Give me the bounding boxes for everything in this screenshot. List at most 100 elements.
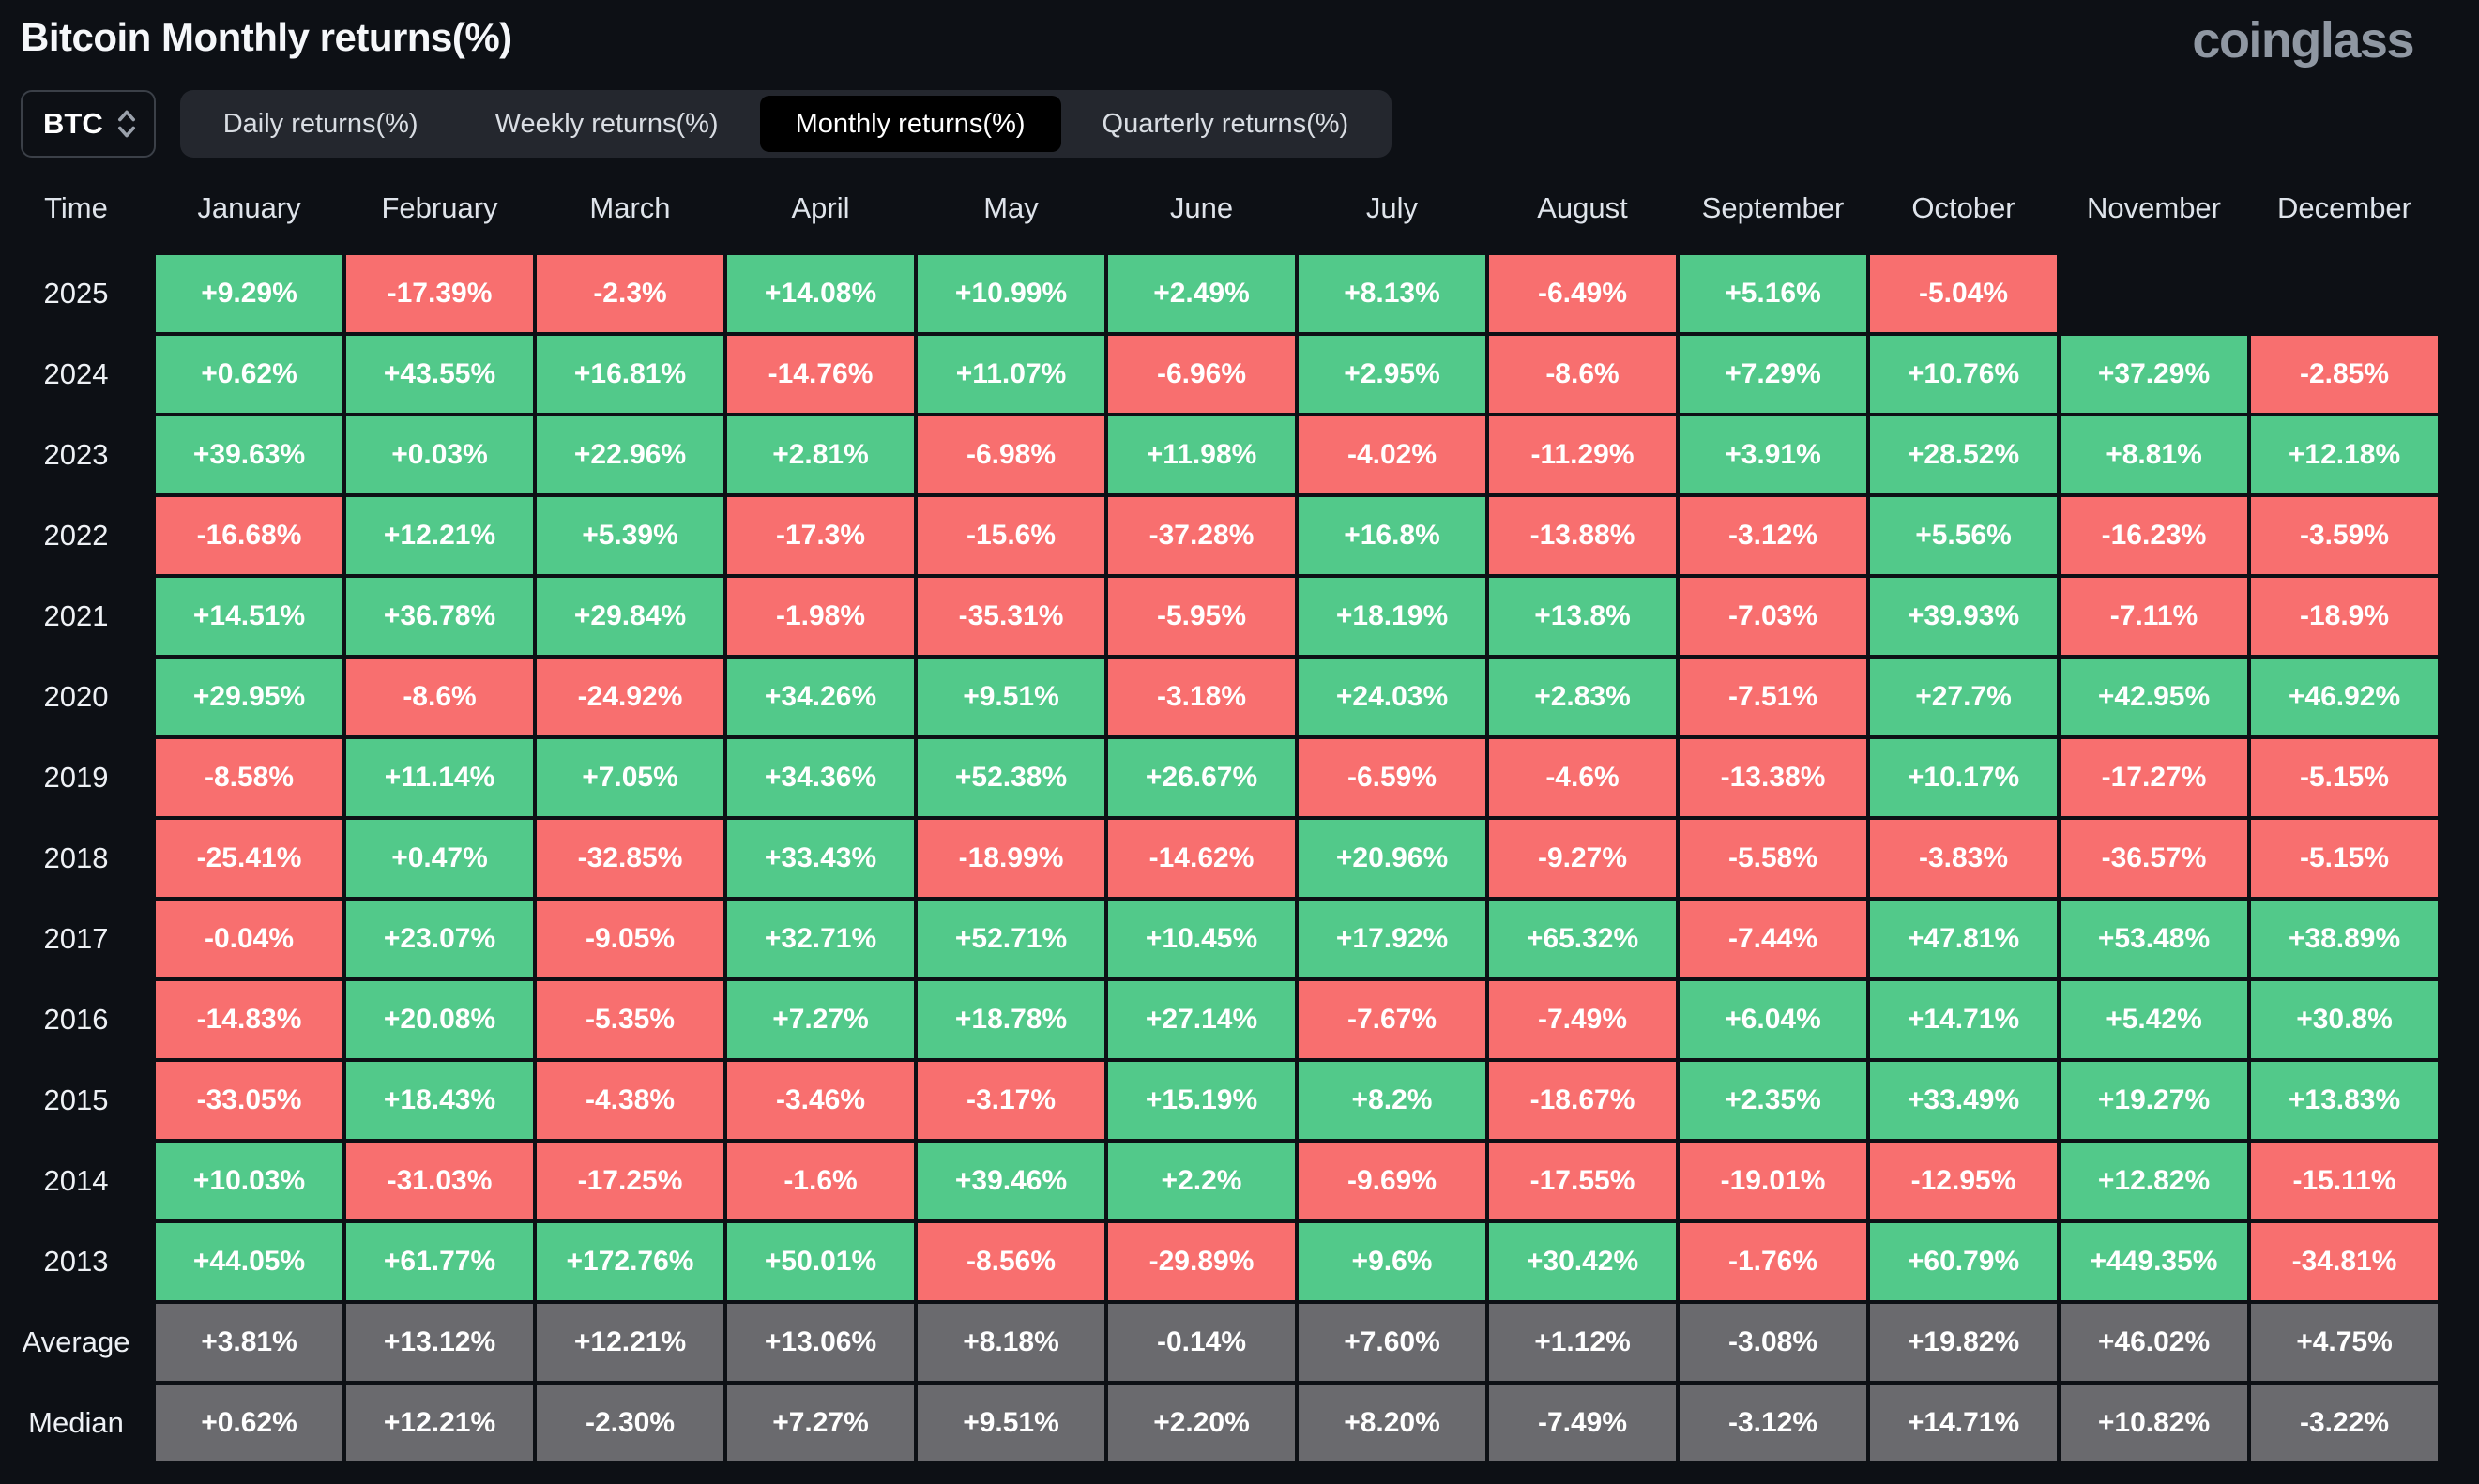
return-cell: -29.89% [1108, 1223, 1295, 1300]
return-cell: +36.78% [346, 578, 533, 655]
return-cell: +24.03% [1299, 659, 1485, 735]
returns-tab-bar: Daily returns(%) Weekly returns(%) Month… [179, 90, 1392, 158]
return-cell: +30.8% [2251, 981, 2438, 1058]
return-cell: +13.83% [2251, 1062, 2438, 1139]
symbol-select[interactable]: BTC [21, 90, 156, 158]
return-cell: -1.6% [727, 1143, 914, 1219]
return-cell: +17.92% [1299, 901, 1485, 977]
return-cell: -24.92% [537, 659, 723, 735]
row-label: 2016 [43, 1003, 109, 1036]
return-cell: +13.06% [727, 1304, 914, 1381]
return-cell: +33.49% [1870, 1062, 2057, 1139]
up-down-chevron-icon [116, 107, 137, 141]
row-label: 2020 [43, 680, 109, 713]
return-cell: +28.52% [1870, 416, 2057, 493]
column-header: October [1911, 191, 2015, 224]
return-cell: +9.29% [156, 255, 342, 332]
return-cell: -5.04% [1870, 255, 2057, 332]
return-cell: +10.82% [2061, 1385, 2247, 1461]
return-cell: -5.58% [1680, 820, 1866, 897]
page-title: Bitcoin Monthly returns(%) [21, 15, 512, 59]
tab-quarterly-returns[interactable]: Quarterly returns(%) [1067, 96, 1385, 152]
return-cell: +2.49% [1108, 255, 1295, 332]
return-cell: +7.05% [537, 739, 723, 816]
return-cell: +16.81% [537, 336, 723, 413]
return-cell: +2.35% [1680, 1062, 1866, 1139]
return-cell: -17.27% [2061, 739, 2247, 816]
return-cell: +0.62% [156, 336, 342, 413]
return-cell: +18.19% [1299, 578, 1485, 655]
column-header: November [2087, 191, 2221, 224]
return-cell: +172.76% [537, 1223, 723, 1300]
return-cell: -2.3% [537, 255, 723, 332]
return-cell: +33.43% [727, 820, 914, 897]
row-label: 2013 [43, 1245, 109, 1278]
return-cell: +15.19% [1108, 1062, 1295, 1139]
return-cell: +16.8% [1299, 497, 1485, 574]
returns-table: Time January February March April May June July… [0, 174, 2479, 1461]
return-cell: -5.35% [537, 981, 723, 1058]
symbol-select-value: BTC [43, 107, 103, 140]
return-cell: +10.99% [918, 255, 1104, 332]
return-cell: +0.03% [346, 416, 533, 493]
return-cell: +8.81% [2061, 416, 2247, 493]
tab-weekly-returns[interactable]: Weekly returns(%) [460, 96, 754, 152]
return-cell: +19.27% [2061, 1062, 2247, 1139]
return-cell: -3.12% [1680, 1385, 1866, 1461]
return-cell: +39.93% [1870, 578, 2057, 655]
return-cell: +1.12% [1489, 1304, 1676, 1381]
return-cell: +12.21% [346, 497, 533, 574]
return-cell: +34.26% [727, 659, 914, 735]
return-cell: +18.78% [918, 981, 1104, 1058]
tab-monthly-returns[interactable]: Monthly returns(%) [759, 96, 1061, 152]
return-cell: -31.03% [346, 1143, 533, 1219]
return-cell: +39.63% [156, 416, 342, 493]
return-cell: +13.8% [1489, 578, 1676, 655]
row-label: 2021 [43, 599, 109, 632]
row-label: 2019 [43, 761, 109, 794]
return-cell: -3.12% [1680, 497, 1866, 574]
return-cell: +20.96% [1299, 820, 1485, 897]
return-cell: -6.98% [918, 416, 1104, 493]
return-cell: +5.42% [2061, 981, 2247, 1058]
tab-daily-returns[interactable]: Daily returns(%) [188, 96, 454, 152]
return-cell: -7.03% [1680, 578, 1866, 655]
return-cell: +9.51% [918, 659, 1104, 735]
return-cell: -7.49% [1489, 981, 1676, 1058]
return-cell: +34.36% [727, 739, 914, 816]
return-cell: -7.11% [2061, 578, 2247, 655]
return-cell: -2.30% [537, 1385, 723, 1461]
return-cell: +14.51% [156, 578, 342, 655]
return-cell: +19.82% [1870, 1304, 2057, 1381]
return-cell: +53.48% [2061, 901, 2247, 977]
return-cell: -32.85% [537, 820, 723, 897]
column-header: January [197, 191, 301, 224]
return-cell: -0.14% [1108, 1304, 1295, 1381]
return-cell: +52.38% [918, 739, 1104, 816]
return-cell: -13.88% [1489, 497, 1676, 574]
return-cell: +60.79% [1870, 1223, 2057, 1300]
return-cell: +29.84% [537, 578, 723, 655]
return-cell: -3.18% [1108, 659, 1295, 735]
return-cell: +22.96% [537, 416, 723, 493]
return-cell: +38.89% [2251, 901, 2438, 977]
row-label: 2017 [43, 922, 109, 955]
return-cell: -5.15% [2251, 739, 2438, 816]
return-cell: -37.28% [1108, 497, 1295, 574]
return-cell: -1.98% [727, 578, 914, 655]
return-cell: +3.81% [156, 1304, 342, 1381]
return-cell: -4.02% [1299, 416, 1485, 493]
return-cell: -15.6% [918, 497, 1104, 574]
return-cell: -6.59% [1299, 739, 1485, 816]
return-cell: +8.18% [918, 1304, 1104, 1381]
return-cell: +10.76% [1870, 336, 2057, 413]
return-cell: -16.68% [156, 497, 342, 574]
return-cell: +65.32% [1489, 901, 1676, 977]
return-cell: +27.14% [1108, 981, 1295, 1058]
row-label: 2018 [43, 841, 109, 874]
return-cell: +11.14% [346, 739, 533, 816]
return-cell: +12.82% [2061, 1143, 2247, 1219]
return-cell: +2.20% [1108, 1385, 1295, 1461]
return-cell: -0.04% [156, 901, 342, 977]
return-cell: -3.17% [918, 1062, 1104, 1139]
